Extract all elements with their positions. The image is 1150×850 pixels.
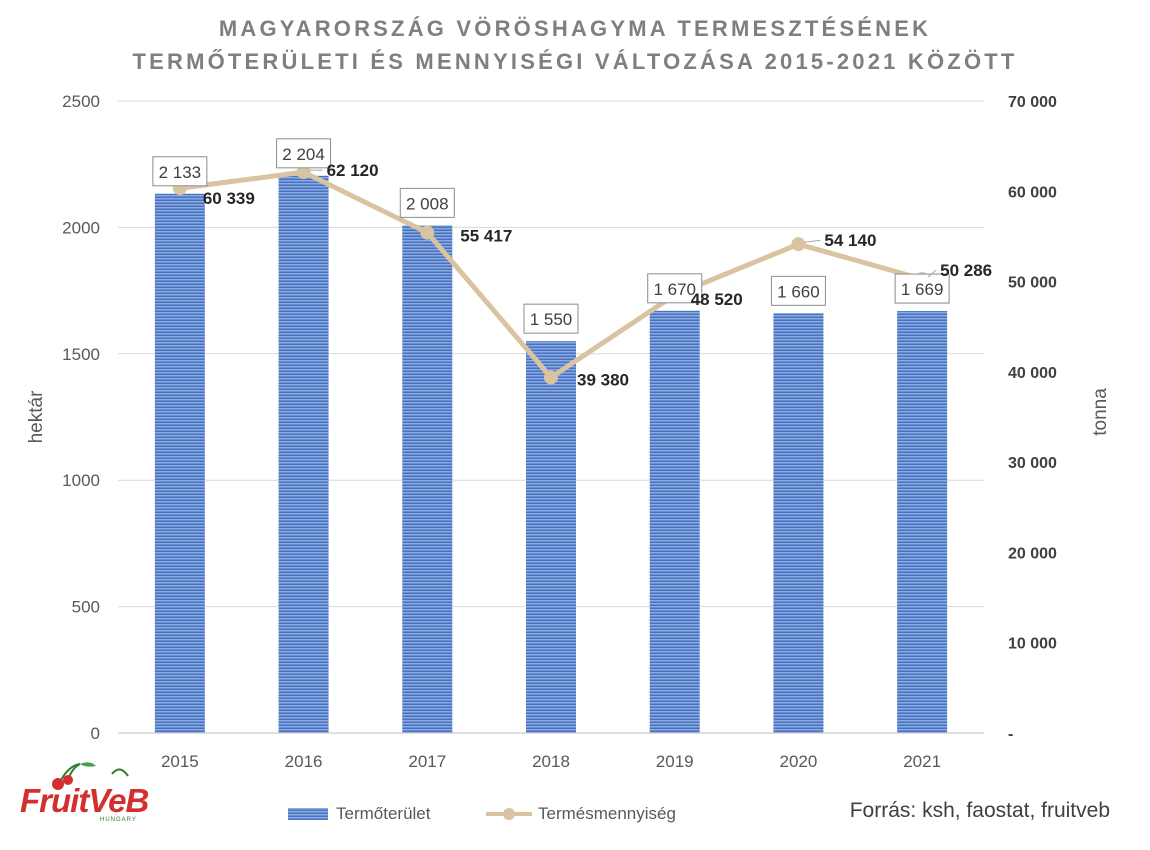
- leader-line: [927, 269, 937, 278]
- bar-2015: [154, 193, 205, 734]
- legend-item-termesmennyiseg: Termésmennyiség: [486, 804, 676, 824]
- y-axis-right: - 10 000 20 000 30 000 40 000 50 000 60 000 70 …: [1008, 94, 1111, 743]
- line-data-label: 62 120: [327, 161, 379, 180]
- bar-data-label: 1 550: [530, 310, 573, 329]
- bar-label-box: [647, 273, 703, 304]
- bar-2018: [526, 341, 576, 733]
- bar-label-box: [276, 138, 332, 169]
- bar-2016: [278, 175, 329, 733]
- bar-data-labels: 2 133 2 204 2 008 1 550 1 670 1 660 1 669: [152, 138, 950, 334]
- y-right-tick-label: 30 000: [1008, 455, 1057, 472]
- bar-label-box: [770, 275, 826, 306]
- bar-data-label: 1 670: [653, 280, 696, 299]
- chart-title-line-2: TERMŐTERÜLETI ÉS MENNYISÉGI VÁLTOZÁSA 20…: [132, 49, 1018, 74]
- x-axis: 2015 2016 2017 2018 2019 2020 2021: [118, 732, 984, 771]
- y-left-tick-label: 1000: [62, 471, 100, 490]
- x-tick-label: 2020: [780, 752, 818, 771]
- bar-data-label: 2 008: [406, 194, 449, 213]
- x-tick-label: 2015: [161, 752, 199, 771]
- y-right-tick-label: 10 000: [1008, 636, 1057, 653]
- x-tick-label: 2019: [656, 752, 694, 771]
- bar-label-box: [894, 273, 950, 304]
- legend-item-termoterulet: Termőterület: [288, 804, 430, 824]
- bar-label-box: [523, 303, 579, 334]
- y-axis-left: 0 500 1000 1500 2000 2500 hektár: [26, 92, 100, 743]
- bar-2020: [773, 313, 824, 733]
- y-left-axis-label: hektár: [26, 390, 47, 443]
- y-right-tick-label: 20 000: [1008, 545, 1057, 562]
- logo-text: FruitVeB: [20, 782, 149, 819]
- bar-data-label: 1 669: [901, 280, 944, 299]
- bar-data-label: 2 133: [159, 163, 202, 182]
- line-data-label: 54 140: [824, 231, 876, 250]
- y-right-axis-label: tonna: [1090, 388, 1111, 436]
- line-point-2020: [791, 237, 806, 252]
- y-right-tick-label: 50 000: [1008, 275, 1057, 292]
- line-point-2016: [296, 165, 311, 180]
- bar-data-label: 1 660: [777, 282, 820, 301]
- line-data-labels: 60 339 62 120 55 417 39 380 48 520 54 140 50 2…: [203, 161, 992, 389]
- legend-label-termoterulet: Termőterület: [336, 804, 431, 823]
- chart-title-line-1: MAGYARORSZÁG VÖRÖSHAGYMA TERMESZTÉSÉNEK: [218, 16, 932, 41]
- y-right-tick-label: 40 000: [1008, 365, 1057, 382]
- y-left-tick-label: 0: [91, 724, 100, 743]
- bar-label-box: [399, 187, 455, 218]
- legend-bar-swatch: [288, 808, 328, 820]
- logo-subtext: HUNGARY: [100, 817, 137, 823]
- bar-data-label: 2 204: [282, 145, 325, 164]
- bar-label-box: [152, 156, 208, 187]
- x-tick-label: 2016: [285, 752, 323, 771]
- line-data-label: 39 380: [577, 370, 629, 389]
- line-point-2017: [420, 225, 435, 240]
- y-right-tick-label: 70 000: [1008, 94, 1057, 111]
- source-note: Forrás: ksh, faostat, fruitveb: [849, 799, 1110, 822]
- fruitveb-logo: FruitVeB HUNGARY: [20, 760, 160, 830]
- y-right-tick-label: -: [1008, 726, 1013, 743]
- y-right-tick-label: 60 000: [1008, 184, 1057, 201]
- line-data-label: 48 520: [691, 290, 743, 309]
- line-data-label: 50 286: [940, 261, 992, 280]
- bar-2019: [649, 310, 700, 733]
- x-tick-label: 2017: [408, 752, 446, 771]
- y-left-tick-label: 2000: [62, 218, 100, 237]
- y-left-tick-label: 2500: [62, 92, 100, 111]
- legend-line-swatch: [486, 807, 532, 821]
- bar-2017: [402, 225, 453, 733]
- x-tick-label: 2021: [903, 752, 941, 771]
- bar-2021: [897, 311, 948, 733]
- y-left-tick-label: 1500: [62, 345, 100, 364]
- legend-label-termesmennyiseg: Termésmennyiség: [538, 804, 676, 823]
- line-data-label: 55 417: [460, 227, 512, 246]
- line-point-2018: [544, 370, 558, 385]
- bar-series: [154, 175, 948, 734]
- cherry-icon: [52, 762, 129, 790]
- line-data-label: 60 339: [203, 189, 255, 208]
- x-tick-label: 2018: [532, 752, 570, 771]
- leader-line: [804, 239, 821, 243]
- y-left-tick-label: 500: [72, 598, 100, 617]
